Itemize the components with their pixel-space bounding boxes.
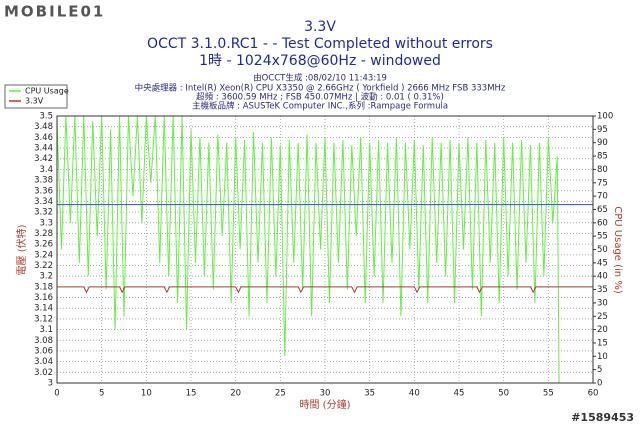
y2-tick-label: 95 <box>597 125 608 135</box>
y-tick-label: 3.06 <box>34 346 53 356</box>
y2-tick-label: 10 <box>597 352 608 362</box>
y-tick-label: 3.22 <box>34 261 53 271</box>
info-line: 中央處理器 : Intel(R) Xeon(R) CPU X3350 @ 2.6… <box>135 83 506 94</box>
id-label: #1589453 <box>571 411 634 424</box>
y-tick-label: 3.24 <box>34 250 53 260</box>
y2-axis-label: CPU Usage (in %) <box>612 206 623 294</box>
y2-tick-label: 35 <box>597 285 608 295</box>
y2-tick-label: 90 <box>597 138 608 148</box>
y2-tick-label: 0 <box>597 379 602 389</box>
x-tick-label: 10 <box>141 389 152 399</box>
y2-tick-label: 50 <box>597 245 608 255</box>
y-tick-label: 3.12 <box>34 314 53 324</box>
y-tick-label: 3.36 <box>34 186 53 196</box>
x-tick-label: 25 <box>275 389 286 399</box>
y-tick-label: 3.48 <box>34 122 53 132</box>
y-tick-label: 3 <box>48 379 53 389</box>
info-line: 超頻 : 3600.59 MHz ; FSB 450.07MHz | 波動 : … <box>196 92 444 103</box>
y2-tick-label: 75 <box>597 178 608 188</box>
y2-tick-label: 55 <box>597 232 608 242</box>
chart-subtitle: 1時 - 1024x768@60Hz - windowed <box>199 53 441 69</box>
y-tick-label: 3.44 <box>34 144 53 154</box>
y-axis-label: 電壓 (伏特) <box>15 224 28 275</box>
y-tick-label: 3.1 <box>39 325 53 335</box>
y-tick-label: 3.46 <box>34 133 53 143</box>
y2-tick-label: 25 <box>597 312 608 322</box>
x-tick-label: 0 <box>54 389 59 399</box>
chart-subtitle: OCCT 3.1.0.RC1 - - Test Completed withou… <box>147 36 493 52</box>
x-tick-label: 30 <box>320 389 331 399</box>
y-tick-label: 3.42 <box>34 154 53 164</box>
y-tick-label: 3.2 <box>39 272 53 282</box>
x-tick-label: 35 <box>364 389 375 399</box>
y2-tick-label: 45 <box>597 258 608 268</box>
y-tick-label: 3.04 <box>34 357 53 367</box>
x-tick-label: 55 <box>543 389 554 399</box>
y-tick-label: 3.02 <box>34 368 53 378</box>
legend-label: CPU Usage <box>25 87 69 96</box>
y2-tick-label: 40 <box>597 272 608 282</box>
x-tick-label: 60 <box>588 389 599 399</box>
x-tick-label: 40 <box>409 389 420 399</box>
y-tick-label: 3.28 <box>34 229 53 239</box>
y-tick-label: 3.18 <box>34 282 53 292</box>
info-line: 由OCCT生成 :08/02/10 11:43:19 <box>253 73 387 84</box>
y-tick-label: 3.34 <box>34 197 53 207</box>
y2-tick-label: 5 <box>597 365 602 375</box>
series-line <box>57 286 593 294</box>
y2-tick-label: 65 <box>597 205 608 215</box>
chart-title: 3.3V <box>304 19 336 35</box>
y2-tick-label: 100 <box>597 112 613 122</box>
x-axis-label: 時間 (分鐘) <box>300 398 351 411</box>
y-tick-label: 3.3 <box>39 218 53 228</box>
y2-tick-label: 60 <box>597 218 608 228</box>
watermark: MOBILE01 <box>4 3 105 21</box>
y-tick-label: 3.16 <box>34 293 53 303</box>
y2-tick-label: 20 <box>597 325 608 335</box>
y2-tick-label: 70 <box>597 192 608 202</box>
y2-tick-label: 15 <box>597 338 608 348</box>
y-tick-label: 3.14 <box>34 304 53 314</box>
y-tick-label: 3.4 <box>39 165 53 175</box>
x-tick-label: 50 <box>498 389 509 399</box>
x-tick-label: 20 <box>230 389 241 399</box>
info-line: 主機板品牌 : ASUSTeK Computer INC.,系列 :Rampag… <box>192 101 448 112</box>
x-tick-label: 15 <box>186 389 197 399</box>
y-tick-label: 3.5 <box>39 112 53 122</box>
plot-frame <box>56 115 594 384</box>
y-tick-label: 3.32 <box>34 208 53 218</box>
y-tick-label: 3.26 <box>34 240 53 250</box>
y-tick-label: 3.38 <box>34 176 53 186</box>
y2-tick-label: 85 <box>597 152 608 162</box>
y2-tick-label: 30 <box>597 298 608 308</box>
x-tick-label: 45 <box>454 389 465 399</box>
x-tick-label: 5 <box>99 389 104 399</box>
legend-label: 3.3V <box>25 97 44 106</box>
y-tick-label: 3.08 <box>34 336 53 346</box>
y2-tick-label: 80 <box>597 165 608 175</box>
